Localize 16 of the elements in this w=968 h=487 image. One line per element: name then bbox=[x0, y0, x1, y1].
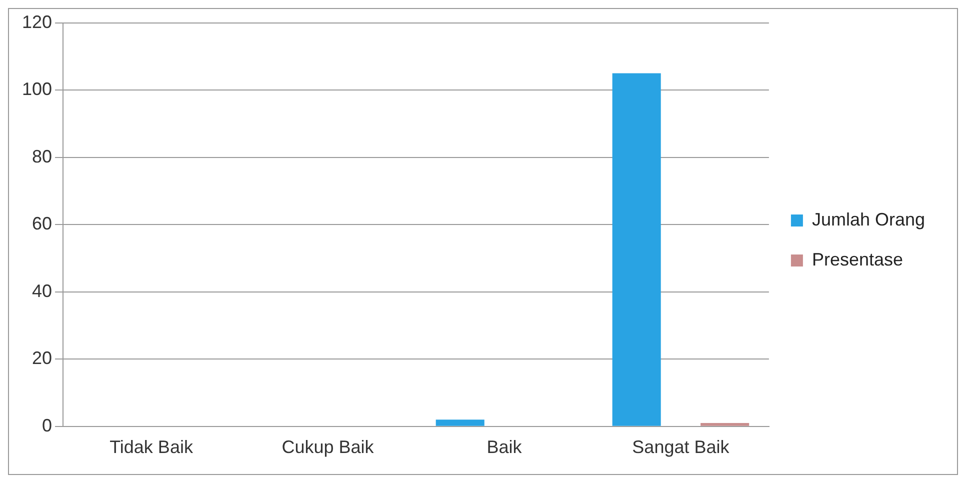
legend-label: Jumlah Orang bbox=[812, 209, 926, 230]
y-tick-label: 100 bbox=[22, 79, 52, 100]
bar bbox=[700, 423, 750, 426]
y-tick-label: 20 bbox=[32, 348, 52, 368]
y-tick-label: 40 bbox=[32, 280, 52, 301]
legend-label: Presentase bbox=[812, 249, 904, 270]
y-tick-label: 120 bbox=[22, 12, 52, 32]
y-tick-label: 0 bbox=[42, 415, 52, 436]
y-tick-label: 80 bbox=[32, 146, 52, 166]
y-tick-label: 60 bbox=[32, 214, 52, 234]
bar bbox=[612, 73, 661, 426]
x-tick-label: Sangat Baik bbox=[632, 437, 730, 458]
x-tick-label: Tidak Baik bbox=[110, 437, 194, 458]
x-tick-label: Baik bbox=[486, 437, 523, 458]
x-tick-label: Cukup Baik bbox=[282, 437, 375, 458]
bar bbox=[436, 420, 484, 426]
